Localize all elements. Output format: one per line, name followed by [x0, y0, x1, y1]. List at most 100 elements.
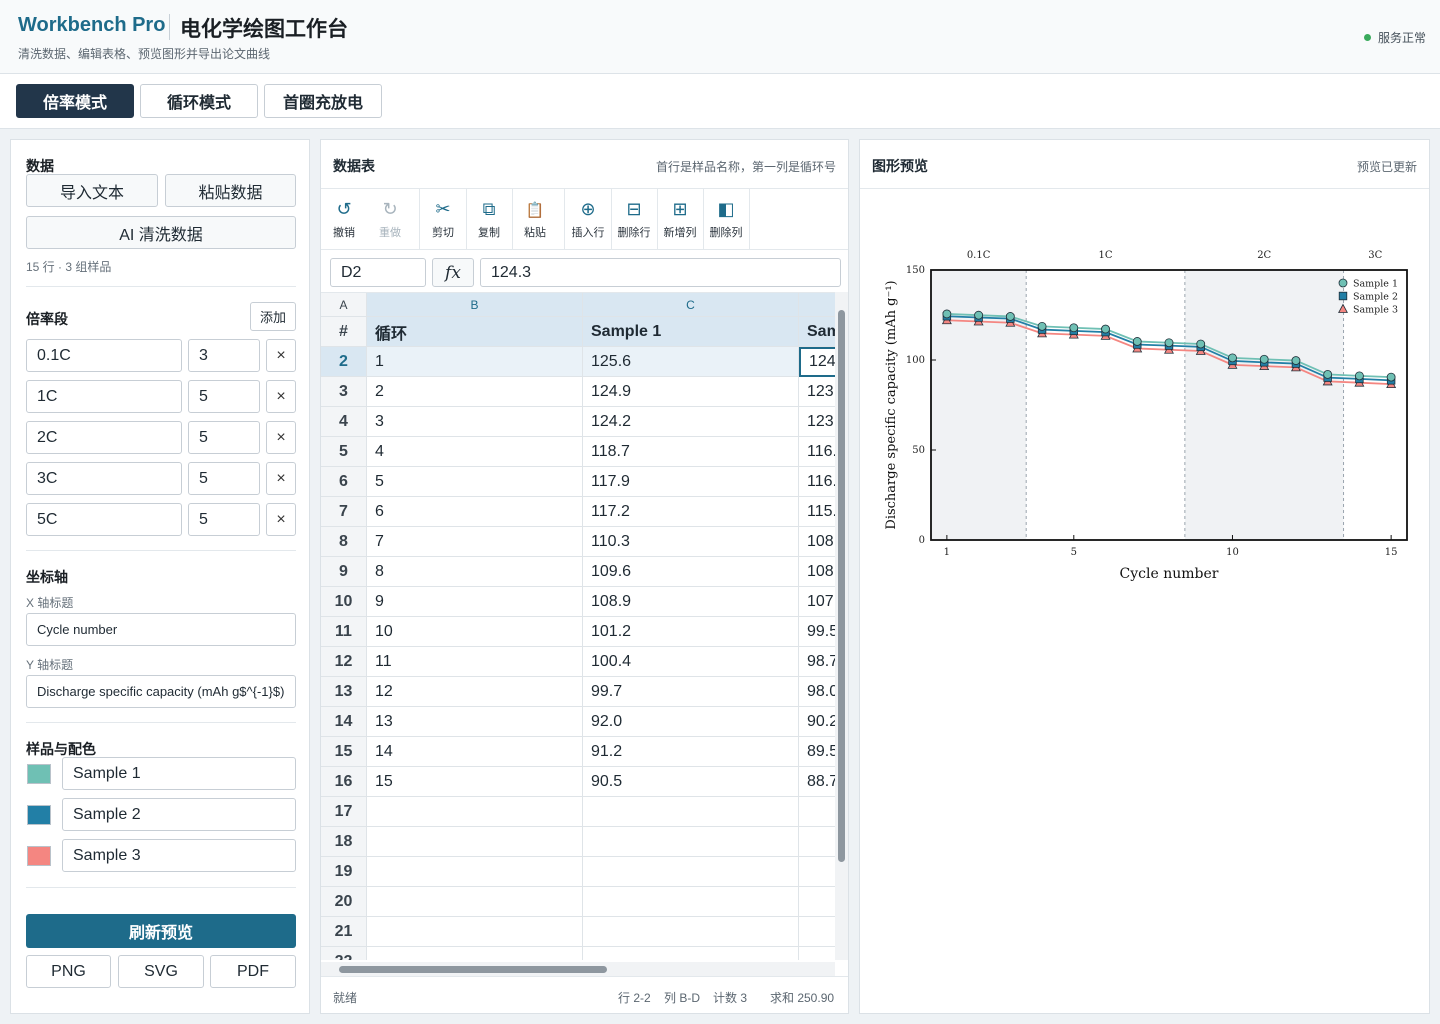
table-cell[interactable]: 115.5: [799, 497, 835, 527]
table-cell[interactable]: [583, 887, 799, 917]
table-cell[interactable]: [583, 827, 799, 857]
sample-name-input[interactable]: Sample 3: [62, 839, 296, 872]
table-cell[interactable]: 7: [367, 527, 583, 557]
formula-bar-input[interactable]: 124.3: [480, 258, 841, 287]
row-number[interactable]: 21: [321, 917, 367, 947]
table-cell[interactable]: 92.0: [583, 707, 799, 737]
rate-name-input[interactable]: 0.1C: [26, 339, 182, 372]
rate-cycles-input[interactable]: 5: [188, 462, 260, 495]
row-number[interactable]: 12: [321, 647, 367, 677]
delete-column-button[interactable]: ◧ 删除列: [703, 189, 749, 249]
table-cell[interactable]: 90.5: [583, 767, 799, 797]
rate-cycles-input[interactable]: 5: [188, 380, 260, 413]
x-axis-title-input[interactable]: Cycle number: [26, 613, 296, 646]
table-cell[interactable]: [367, 947, 583, 960]
column-name-cell[interactable]: Sample 2: [799, 317, 835, 347]
rate-cycles-input[interactable]: 3: [188, 339, 260, 372]
remove-rate-button[interactable]: ×: [266, 503, 296, 536]
row-number[interactable]: 13: [321, 677, 367, 707]
table-cell[interactable]: 99.7: [583, 677, 799, 707]
import-text-button[interactable]: 导入文本: [26, 174, 158, 207]
row-number[interactable]: 11: [321, 617, 367, 647]
row-number[interactable]: 9: [321, 557, 367, 587]
scroll-thumb[interactable]: [339, 966, 607, 973]
table-cell[interactable]: [799, 947, 835, 960]
rate-name-input[interactable]: 1C: [26, 380, 182, 413]
table-cell[interactable]: 123.6: [799, 377, 835, 407]
table-cell[interactable]: 125.6: [583, 347, 799, 377]
row-number[interactable]: 2: [321, 347, 367, 377]
row-number[interactable]: 5: [321, 437, 367, 467]
rate-name-input[interactable]: 2C: [26, 421, 182, 454]
table-cell[interactable]: 108.6: [799, 527, 835, 557]
column-name-cell[interactable]: 循环: [367, 317, 583, 347]
table-cell[interactable]: 10: [367, 617, 583, 647]
color-swatch[interactable]: [27, 805, 51, 825]
table-cell[interactable]: [799, 887, 835, 917]
remove-rate-button[interactable]: ×: [266, 380, 296, 413]
cell-reference-box[interactable]: D2: [330, 258, 426, 287]
remove-rate-button[interactable]: ×: [266, 339, 296, 372]
table-cell[interactable]: 107.3: [799, 587, 835, 617]
color-swatch[interactable]: [27, 764, 51, 784]
export-svg-button[interactable]: SVG: [118, 955, 204, 988]
column-letter-header[interactable]: [799, 293, 835, 317]
row-number[interactable]: 8: [321, 527, 367, 557]
table-cell[interactable]: 117.2: [583, 497, 799, 527]
table-cell[interactable]: 124.9: [583, 377, 799, 407]
table-cell[interactable]: 98.7: [799, 647, 835, 677]
table-cell[interactable]: 89.5: [799, 737, 835, 767]
tab-cycle-mode[interactable]: 循环模式: [140, 84, 258, 118]
sample-name-input[interactable]: Sample 1: [62, 757, 296, 790]
table-cell[interactable]: 116.9: [799, 437, 835, 467]
table-cell[interactable]: [799, 857, 835, 887]
remove-rate-button[interactable]: ×: [266, 421, 296, 454]
column-letter-header[interactable]: B: [367, 293, 583, 317]
row-number[interactable]: 4: [321, 407, 367, 437]
table-cell[interactable]: 5: [367, 467, 583, 497]
table-cell[interactable]: 1: [367, 347, 583, 377]
table-cell[interactable]: [367, 857, 583, 887]
table-cell[interactable]: 116.2: [799, 467, 835, 497]
table-cell[interactable]: [583, 857, 799, 887]
column-header-corner[interactable]: A: [321, 293, 367, 317]
undo-button[interactable]: ↺ 撤销: [321, 189, 367, 249]
refresh-preview-button[interactable]: 刷新预览: [26, 914, 296, 948]
vertical-scrollbar[interactable]: [835, 292, 848, 960]
row-number[interactable]: 18: [321, 827, 367, 857]
table-cell[interactable]: 6: [367, 497, 583, 527]
table-cell[interactable]: 8: [367, 557, 583, 587]
table-cell[interactable]: [799, 797, 835, 827]
copy-button[interactable]: ⧉ 复制: [466, 189, 512, 249]
remove-rate-button[interactable]: ×: [266, 462, 296, 495]
insert-row-button[interactable]: ⊕ 插入行: [565, 189, 611, 249]
table-cell[interactable]: 13: [367, 707, 583, 737]
table-cell[interactable]: 14: [367, 737, 583, 767]
rate-cycles-input[interactable]: 5: [188, 421, 260, 454]
row-number[interactable]: 6: [321, 467, 367, 497]
column-letter-header[interactable]: C: [583, 293, 799, 317]
row-number[interactable]: 22: [321, 947, 367, 960]
table-cell[interactable]: 91.2: [583, 737, 799, 767]
cut-button[interactable]: ✂ 剪切: [420, 189, 466, 249]
rate-name-input[interactable]: 3C: [26, 462, 182, 495]
table-cell[interactable]: 2: [367, 377, 583, 407]
table-cell[interactable]: [367, 917, 583, 947]
export-png-button[interactable]: PNG: [26, 955, 111, 988]
table-cell[interactable]: 117.9: [583, 467, 799, 497]
table-cell[interactable]: 88.7: [799, 767, 835, 797]
export-pdf-button[interactable]: PDF: [210, 955, 296, 988]
table-cell[interactable]: 98.0: [799, 677, 835, 707]
table-cell[interactable]: 109.6: [583, 557, 799, 587]
row-number[interactable]: 16: [321, 767, 367, 797]
color-swatch[interactable]: [27, 846, 51, 866]
row-number[interactable]: 19: [321, 857, 367, 887]
row-number[interactable]: 14: [321, 707, 367, 737]
table-cell[interactable]: 4: [367, 437, 583, 467]
table-cell[interactable]: [367, 827, 583, 857]
table-cell[interactable]: 110.3: [583, 527, 799, 557]
table-cell[interactable]: 108.0: [799, 557, 835, 587]
table-cell[interactable]: 11: [367, 647, 583, 677]
table-cell[interactable]: 124.2: [583, 407, 799, 437]
paste-data-button[interactable]: 粘贴数据: [165, 174, 296, 207]
